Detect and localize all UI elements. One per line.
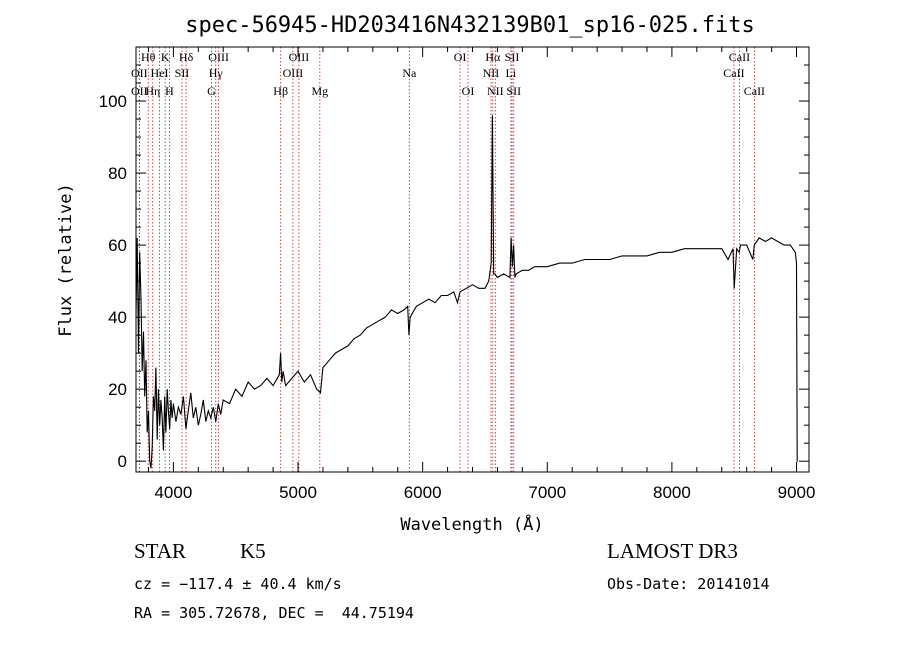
y-tick-label: 100 <box>99 92 127 111</box>
spectral-line-label: OII <box>131 84 148 98</box>
spectral-line-label: Hγ <box>209 66 224 80</box>
y-axis-label: Flux (relative) <box>56 183 76 337</box>
object-subclass: K5 <box>240 539 266 563</box>
spectral-line-label: OIII <box>283 66 304 80</box>
spectral-line-label: OI <box>462 84 475 98</box>
y-tick-label: 20 <box>108 380 127 399</box>
spectral-line-label: K <box>161 50 170 64</box>
spectral-line-label: H <box>165 84 174 98</box>
spectral-line-label: Mg <box>311 84 328 98</box>
spectral-line-label: OI <box>454 50 467 64</box>
spectral-line-label: CaII <box>729 50 750 64</box>
spectral-line-label: Hδ <box>179 50 194 64</box>
x-tick-label: 5000 <box>279 483 317 502</box>
axis-ticks: 4000 5000 6000 7000 8000 9000 0 20 40 60 80 100 <box>99 47 816 502</box>
spectral-line-label: Na <box>402 66 417 80</box>
spectral-line-label: Hα <box>485 50 501 64</box>
redshift-velocity: cz = −117.4 ± 40.4 km/s <box>134 575 342 593</box>
spectral-line-label: SII <box>505 50 520 64</box>
spectral-line-label: CaII <box>744 84 765 98</box>
spectral-line-label: HeI <box>151 66 169 80</box>
object-class: STAR <box>134 539 186 563</box>
spectrum-series-line <box>135 115 798 469</box>
spectral-line-label: OIII <box>289 50 310 64</box>
spectral-line-label: SII <box>506 84 521 98</box>
chart-title: spec-56945-HD203416N432139B01_sp16-025.f… <box>185 13 755 38</box>
spectral-line-label: CaII <box>723 66 744 80</box>
spectral-line-label: OIII <box>208 50 229 64</box>
plot-frame <box>135 46 810 473</box>
y-tick-label: 80 <box>108 164 127 183</box>
x-tick-label: 4000 <box>154 483 192 502</box>
spectral-line-label: Li <box>506 66 517 80</box>
x-tick-label: 9000 <box>778 483 816 502</box>
spectral-line-label: G <box>207 84 216 98</box>
x-tick-label: 6000 <box>404 483 442 502</box>
spectral-line-label: NII <box>487 84 504 98</box>
spectral-line-label: Hβ <box>273 84 288 98</box>
observation-date: Obs-Date: 20141014 <box>607 575 770 593</box>
y-tick-label: 0 <box>118 452 127 471</box>
y-tick-label: 60 <box>108 236 127 255</box>
survey-name: LAMOST DR3 <box>607 539 738 563</box>
spectral-line-label: Hθ <box>141 50 156 64</box>
y-tick-label: 40 <box>108 308 127 327</box>
spectral-line-label: Hη <box>145 84 160 98</box>
x-axis-label: Wavelength (Å) <box>400 513 543 535</box>
coordinates: RA = 305.72678, DEC = 44.75194 <box>134 604 414 622</box>
spectral-line-label: SII <box>175 66 190 80</box>
x-tick-label: 8000 <box>653 483 691 502</box>
spectral-line-label: NII <box>483 66 500 80</box>
x-tick-label: 7000 <box>528 483 566 502</box>
